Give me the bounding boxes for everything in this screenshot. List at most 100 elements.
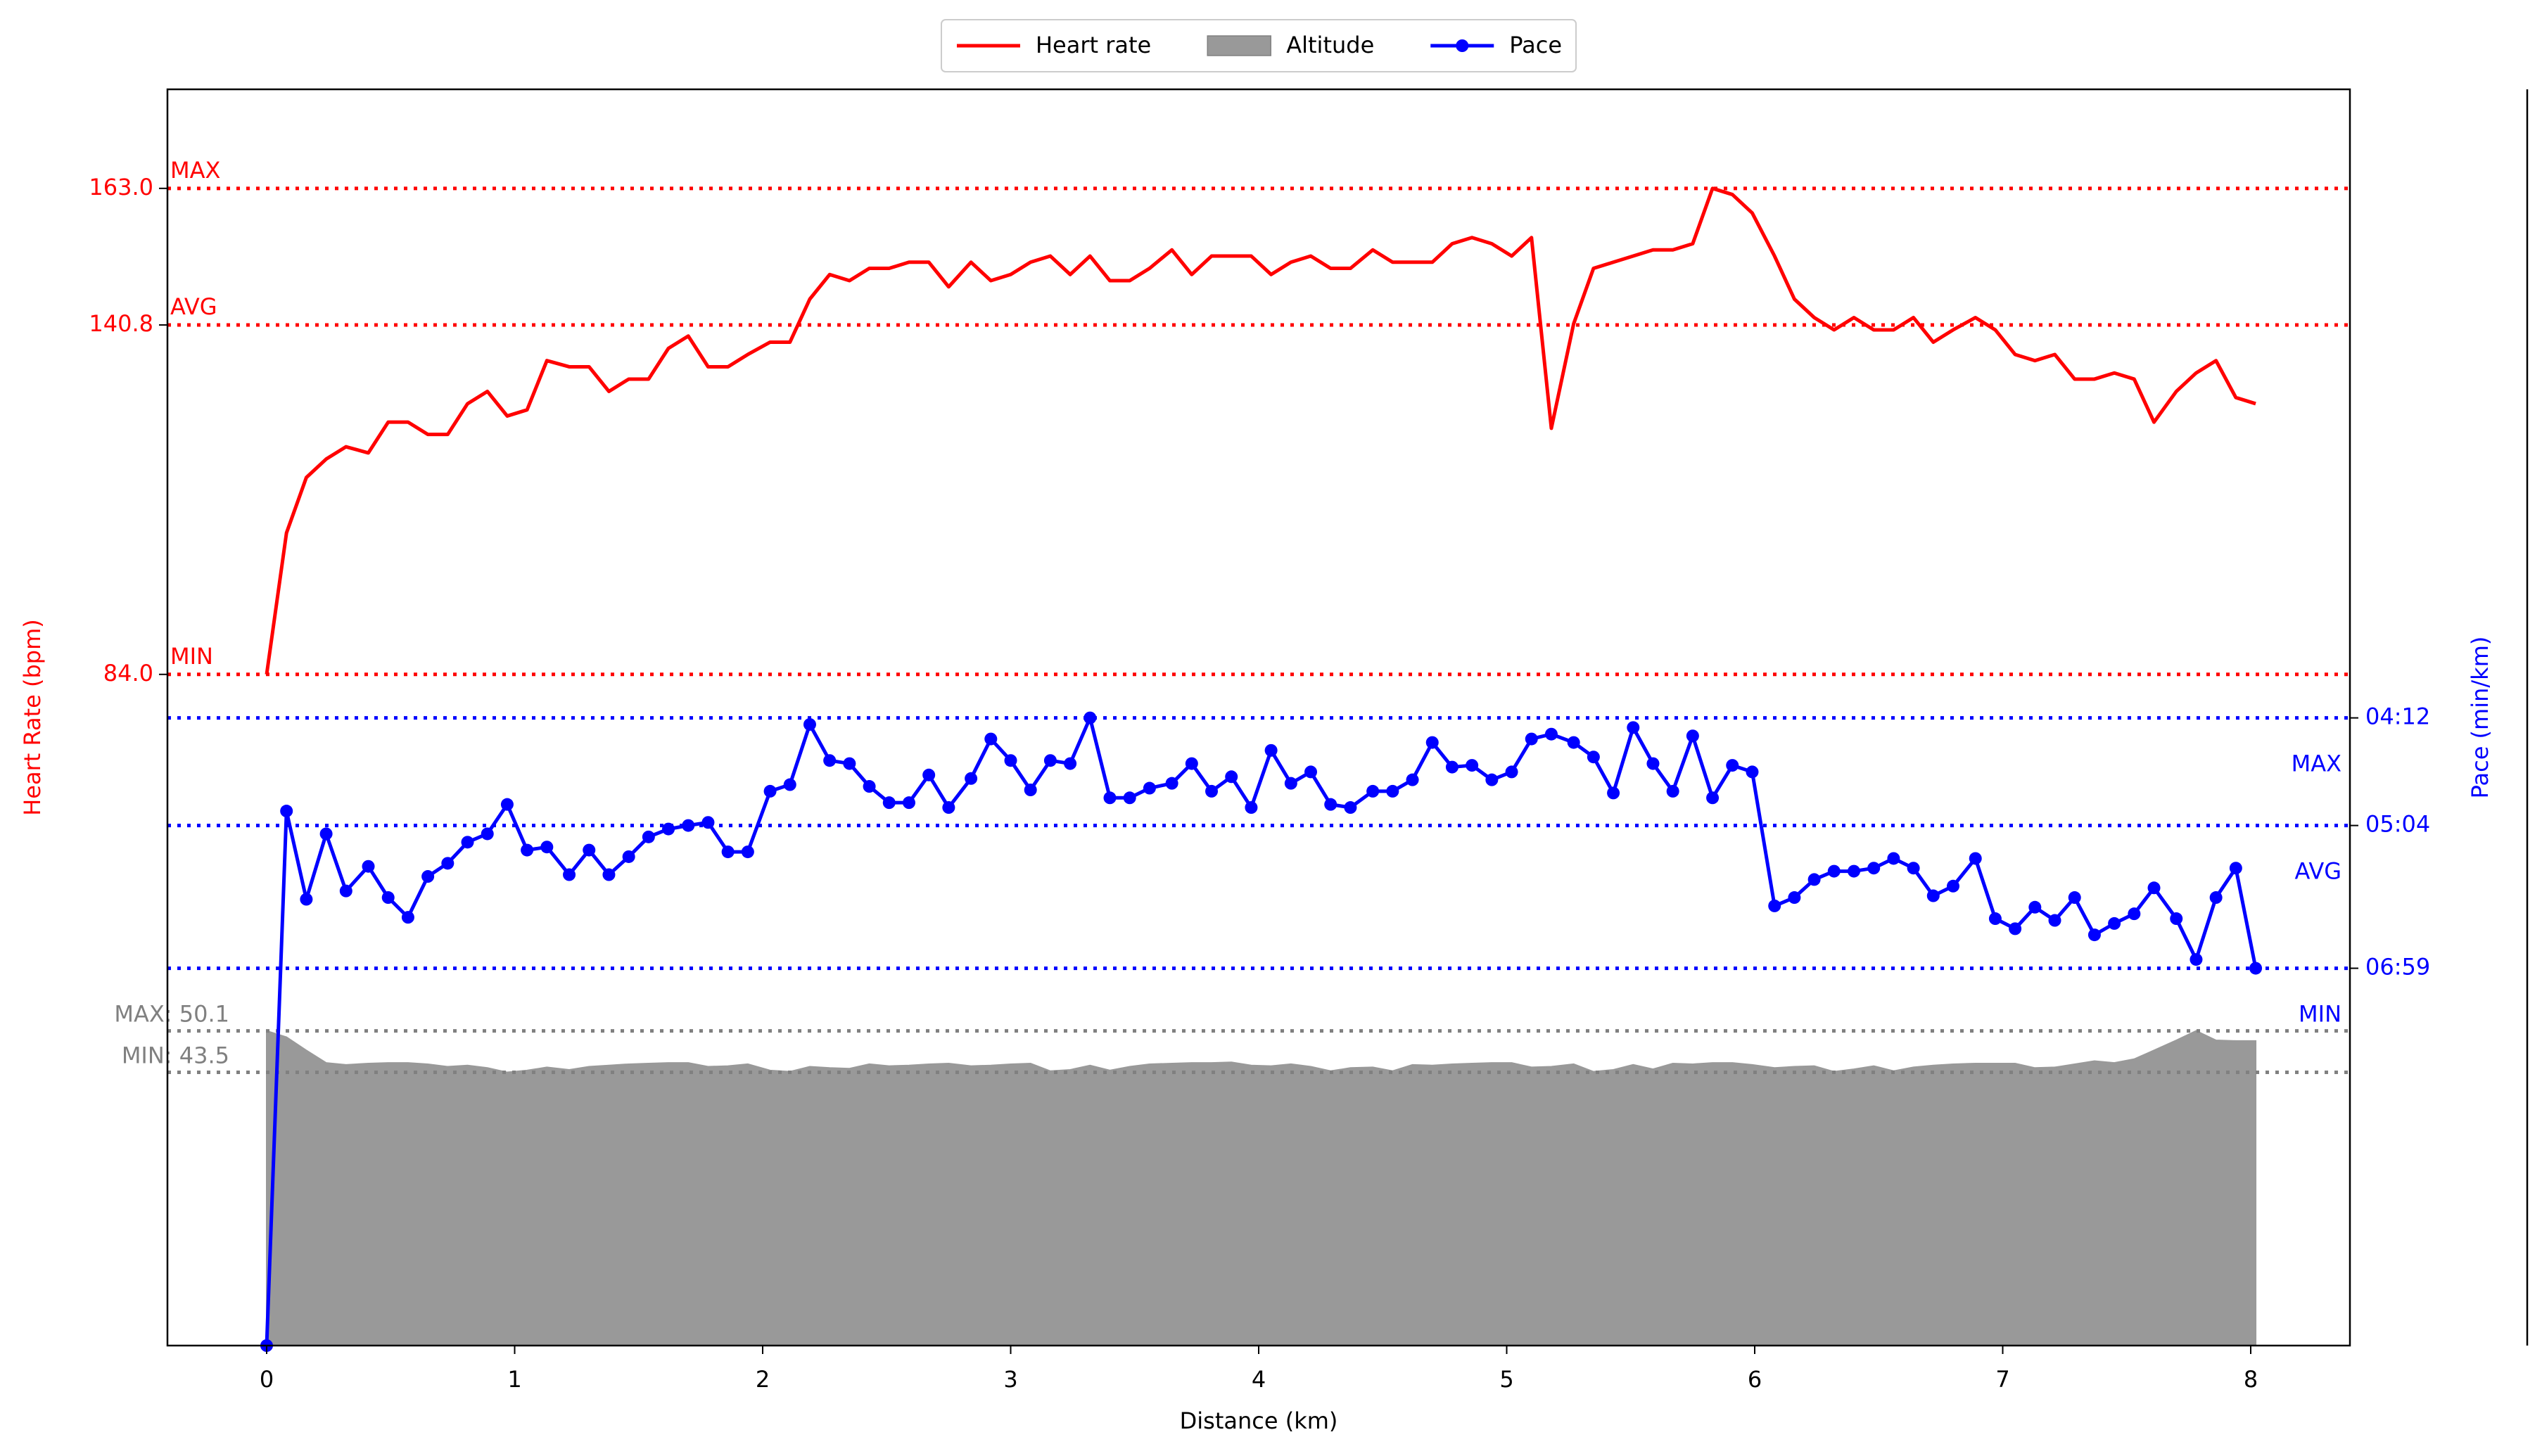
x-tick-label: 4 <box>1252 1366 1266 1393</box>
marker <box>662 822 675 836</box>
x-tick-label: 8 <box>2244 1366 2258 1393</box>
marker <box>1064 757 1077 770</box>
marker <box>1386 784 1399 798</box>
legend-label: Heart rate <box>1036 32 1151 58</box>
marker <box>1445 760 1459 774</box>
x-tick-label: 7 <box>1995 1366 2009 1393</box>
marker <box>339 884 352 898</box>
marker <box>1083 711 1097 724</box>
marker <box>1607 786 1620 800</box>
marker <box>401 911 414 924</box>
marker <box>1043 754 1057 767</box>
marker <box>1587 751 1600 764</box>
marker <box>2087 928 2101 942</box>
marker <box>1205 784 1219 798</box>
x-tick-label: 0 <box>260 1366 274 1393</box>
legend-label: Altitude <box>1286 32 1374 58</box>
y-axis-label: Heart Rate (bpm) <box>19 619 46 816</box>
marker <box>682 819 695 832</box>
marker <box>1304 765 1318 779</box>
marker <box>461 836 474 849</box>
marker <box>300 893 313 906</box>
marker <box>2229 862 2242 875</box>
marker <box>1867 862 1881 875</box>
legend-label: Pace <box>1509 32 1562 58</box>
marker <box>843 757 856 770</box>
marker <box>1324 798 1337 811</box>
x-tick-label: 6 <box>1748 1366 1762 1393</box>
marker <box>1103 791 1117 805</box>
marker <box>1004 754 1017 767</box>
marker <box>1406 773 1419 786</box>
marker <box>1807 873 1821 886</box>
marker <box>1947 879 1959 893</box>
marker <box>2147 881 2161 895</box>
marker <box>1848 864 1860 878</box>
x-tick-label: 2 <box>756 1366 770 1393</box>
marker <box>1165 777 1178 790</box>
marker <box>1505 765 1518 779</box>
marker <box>2028 900 2042 914</box>
y2-tick-label: 06:59 <box>2365 954 2430 981</box>
legend-marker <box>1456 39 1469 52</box>
marker <box>1466 759 1479 772</box>
legend-swatch <box>1207 35 1271 56</box>
y-tick-label: 84.0 <box>103 660 153 687</box>
y-tick-label: 163.0 <box>89 174 153 200</box>
marker <box>1123 791 1136 805</box>
marker <box>2128 907 2141 921</box>
marker <box>1525 732 1538 746</box>
reference-label: MIN <box>2299 1001 2341 1028</box>
marker <box>642 830 655 843</box>
marker <box>521 843 534 857</box>
marker <box>1344 801 1357 815</box>
marker <box>823 754 837 767</box>
marker <box>1485 773 1499 786</box>
reference-label: MAX <box>2292 751 2341 777</box>
marker <box>2068 891 2081 905</box>
marker <box>421 870 435 883</box>
marker <box>2009 922 2022 935</box>
marker <box>1926 889 1940 902</box>
y2-tick-label: 05:04 <box>2365 811 2430 838</box>
marker <box>481 827 494 841</box>
marker <box>882 796 896 810</box>
marker <box>2108 917 2121 930</box>
marker <box>1726 759 1739 772</box>
marker <box>965 772 978 785</box>
marker <box>1646 757 1660 770</box>
marker <box>1425 736 1439 749</box>
reference-label: AVG <box>2294 858 2341 885</box>
marker <box>763 784 777 798</box>
marker <box>1887 852 1900 865</box>
marker <box>1143 781 1156 795</box>
marker <box>803 717 816 731</box>
marker <box>942 801 955 815</box>
marker <box>984 732 998 746</box>
x-tick-label: 1 <box>507 1366 521 1393</box>
x-axis-label: Distance (km) <box>1180 1407 1338 1434</box>
marker <box>783 778 796 791</box>
x-tick-label: 5 <box>1499 1366 1513 1393</box>
marker <box>1185 757 1198 770</box>
marker <box>2190 953 2203 966</box>
x-tick-label: 3 <box>1003 1366 1017 1393</box>
marker <box>1245 801 1258 815</box>
reference-label: MAX: 50.1 <box>114 1001 229 1028</box>
reference-label: AVG <box>170 293 217 320</box>
marker <box>1627 721 1640 734</box>
marker <box>2209 891 2223 905</box>
marker <box>563 868 576 881</box>
marker <box>1746 765 1759 779</box>
marker <box>1366 784 1380 798</box>
marker <box>362 860 375 873</box>
marker <box>1827 864 1841 878</box>
marker <box>1544 727 1558 741</box>
reference-label: MAX <box>170 157 220 184</box>
y2-tick-label: 04:12 <box>2365 703 2430 730</box>
marker <box>319 827 333 841</box>
marker <box>922 768 936 781</box>
marker <box>1768 899 1781 912</box>
reference-label: MIN <box>170 643 213 670</box>
marker <box>622 850 635 863</box>
